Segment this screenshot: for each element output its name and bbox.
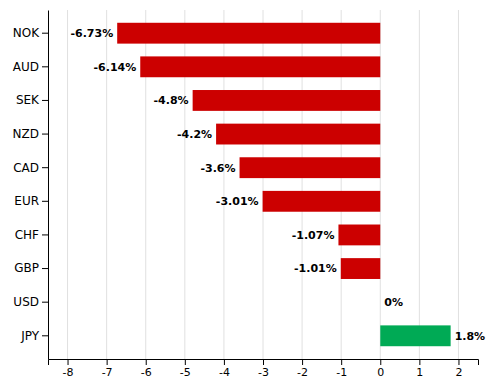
tick-mark [341,359,342,365]
tick-label: GBP [14,261,39,275]
bar [380,325,450,346]
tick-label: CAD [13,161,39,175]
tick-mark [380,359,381,365]
grid-line [67,10,68,359]
tick: AUD [13,60,48,74]
tick-label: USD [13,295,39,309]
category-axis: JPY USD GBP CHF EUR CAD NZD SEK AUD NOK [13,11,49,360]
grid-line [419,10,420,359]
tick-label: SEK [16,93,40,107]
data-label: -4.8% [154,94,189,107]
chart: -8 -7 -6 -5 -4 -3 -2 -1 0 1 2 JPY USD GBP CHF EUR CAD NZD… [0,0,494,387]
axis-line [49,360,479,366]
tick-mark [263,359,264,365]
data-label: -1.07% [292,229,335,242]
tick-mark [42,268,48,269]
data-labels: 1.8% 0% -1.01% -1.07% -3.01% -3.6% -4.2% -4.8% -… [70,27,485,343]
tick: -1 [336,359,347,379]
tick-mark [68,359,69,365]
tick-mark [42,201,48,202]
data-label: 0% [384,296,403,309]
bar [140,56,380,77]
data-label: -3.6% [200,162,235,175]
bar [263,191,381,212]
tick-label: -1 [336,366,347,379]
tick-label: NZD [13,127,39,141]
tick-label: -8 [63,366,74,379]
tick-mark [42,134,48,135]
tick: SEK [16,93,48,107]
tick-mark [185,359,186,365]
data-label: -3.01% [216,195,259,208]
tick-label: -7 [102,366,113,379]
tick-label: -4 [219,366,230,379]
bars [117,23,450,346]
tick: 2 [455,359,462,379]
tick: JPY [20,329,48,343]
tick: 1 [416,359,423,379]
bar [338,225,380,246]
bar [216,124,380,145]
axis-line [48,11,49,360]
value-axis: -8 -7 -6 -5 -4 -3 -2 -1 0 1 2 [49,359,479,379]
tick: GBP [14,261,48,275]
grid-line [458,10,459,359]
data-label: 1.8% [455,330,486,343]
tick-label: CHF [15,228,39,242]
tick-mark [42,167,48,168]
tick: -4 [219,359,230,379]
tick-mark [42,335,48,336]
tick-mark [42,302,48,303]
tick: CHF [15,228,48,242]
tick-label: JPY [20,329,40,343]
tick-label: 0 [377,366,384,379]
tick-mark [42,100,48,101]
tick: CAD [13,161,48,175]
tick: -6 [141,359,152,379]
tick: -8 [63,359,74,379]
bar [117,23,380,44]
tick-label: -3 [258,366,269,379]
tick: -2 [297,359,308,379]
tick-mark [224,359,225,365]
tick-label: -5 [180,366,191,379]
tick: NOK [13,26,48,40]
tick: EUR [14,194,48,208]
tick-label: -2 [297,366,308,379]
tick-label: 2 [455,366,462,379]
tick-mark [42,33,48,34]
tick-mark [107,359,108,365]
tick-mark [302,359,303,365]
tick-mark [42,234,48,235]
tick-label: AUD [13,60,39,74]
tick-label: 1 [416,366,423,379]
tick-mark [458,359,459,365]
tick: -5 [180,359,191,379]
data-label: -6.73% [70,27,113,40]
tick-mark [42,66,48,67]
tick: NZD [13,127,48,141]
data-label: -6.14% [94,61,137,74]
tick: -3 [258,359,269,379]
tick-mark [419,359,420,365]
data-label: -4.2% [177,128,212,141]
bar [380,292,381,313]
tick-label: EUR [14,194,39,208]
bar [193,90,381,111]
tick-label: NOK [13,26,40,40]
tick: -7 [102,359,113,379]
bar [240,157,381,178]
tick-mark [146,359,147,365]
data-label: -1.01% [294,262,337,275]
bar [341,258,380,279]
grid [68,10,459,359]
tick: 0 [377,359,384,379]
tick-label: -6 [141,366,152,379]
tick: USD [13,295,48,309]
